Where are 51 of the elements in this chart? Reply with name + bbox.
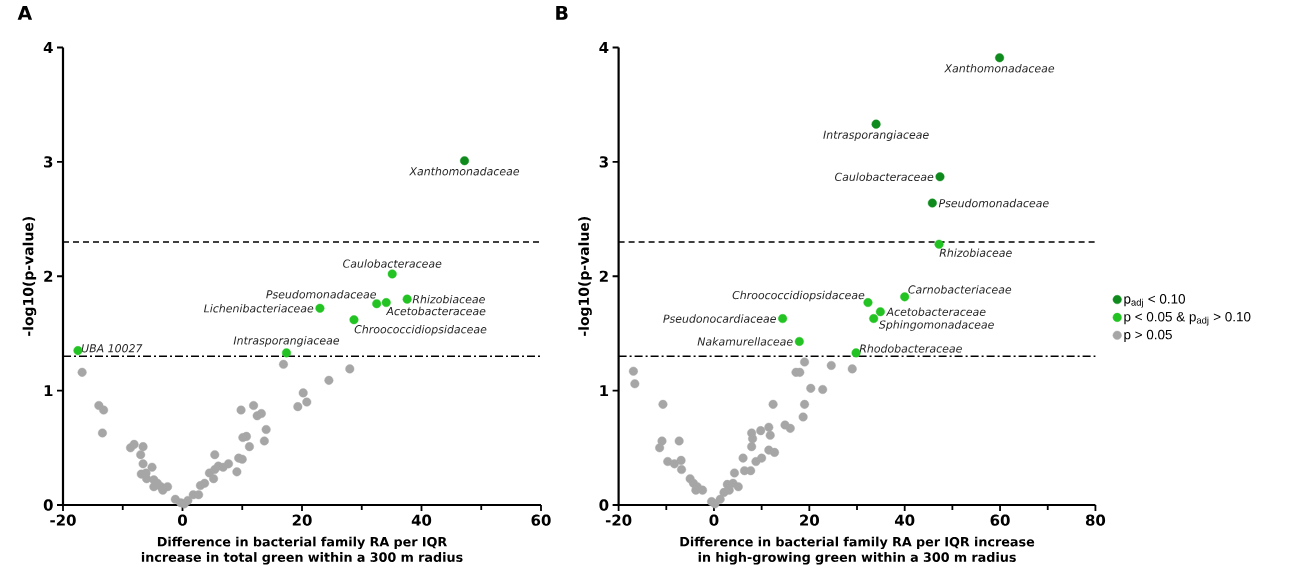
x-tick-label: 0 — [178, 514, 187, 526]
x-tick-label: 20 — [800, 514, 820, 526]
annotation: Chroococcidiopsidaceae — [354, 324, 487, 336]
legend-label: p > 0.05 — [1124, 329, 1172, 343]
annotation: Caulobacteraceae — [834, 172, 934, 181]
chart-title: A — [17, 5, 33, 20]
annotation: Rhizobiaceae — [939, 248, 1012, 257]
x-axis-title: Difference in bacterial family RA per IQR increase in total green within a 300 m radius — [141, 536, 463, 565]
chart-title: B — [556, 5, 568, 20]
y-tick-label: 3 — [599, 156, 608, 168]
annotation: Acetobacteraceae — [385, 306, 486, 316]
annotation: Caulobacteraceae — [343, 259, 442, 268]
y-tick-label: 1 — [44, 385, 53, 397]
x-tick-label: 80 — [1085, 514, 1106, 526]
annotation: Pseudomonadaceae — [938, 198, 1049, 208]
y-tick-label: 1 — [600, 385, 609, 397]
y-axis-title: -log10(p-value) — [22, 217, 37, 336]
annotation: Rhizobiaceae — [412, 294, 485, 304]
x-tick-label: 0 — [709, 514, 719, 526]
annotation: Pseudonocardiaceae — [663, 314, 776, 323]
legend-label: p$_{adj}$ < 0.10 — [1124, 294, 1186, 308]
x-tick-label: 40 — [411, 514, 432, 526]
annotation: Xanthomonadaceae — [944, 63, 1055, 73]
annotation: UBA 10027 — [81, 344, 143, 353]
y-axis-title: -log10(p-value) — [578, 217, 592, 336]
x-tick-label: 40 — [894, 514, 915, 526]
annotation: Carnobacteriaceae — [908, 285, 1012, 294]
x-tick-label: -20 — [605, 514, 632, 526]
annotation: Acetobacteraceae — [886, 307, 986, 316]
y-tick-label: 0 — [599, 499, 609, 511]
y-tick-label: 4 — [599, 42, 609, 53]
annotation: Intrasporangiaceae — [823, 130, 929, 141]
x-axis-title: Difference in bacterial family RA per IQR increase in high-growing green within a 300 m radius — [680, 536, 1035, 565]
x-tick-label: 60 — [990, 514, 1010, 526]
y-tick-label: 2 — [44, 270, 53, 282]
y-tick-label: 4 — [43, 42, 53, 53]
annotation: Chroococcidiopsidaceae — [732, 290, 865, 302]
y-tick-label: 0 — [43, 499, 53, 511]
x-tick-label: 20 — [292, 514, 312, 526]
y-tick-label: 3 — [44, 156, 53, 168]
annotation: Sphingomonadaceae — [878, 320, 994, 331]
annotation: Intrasporangiaceae — [233, 336, 340, 347]
annotation: Rhodobacteraceae — [859, 344, 962, 353]
x-tick-label: 60 — [531, 514, 551, 526]
legend-label: p < 0.05 & p$_{adj}$ > 0.10 — [1124, 311, 1251, 326]
annotation: Nakamurellaceae — [697, 337, 793, 346]
annotation: Lichenibacteriaceae — [203, 304, 314, 313]
y-tick-label: 2 — [599, 270, 608, 282]
x-tick-label: -20 — [50, 514, 76, 526]
annotation: Pseudomonadaceae — [266, 290, 377, 299]
annotation: Xanthomonadaceae — [409, 166, 520, 176]
